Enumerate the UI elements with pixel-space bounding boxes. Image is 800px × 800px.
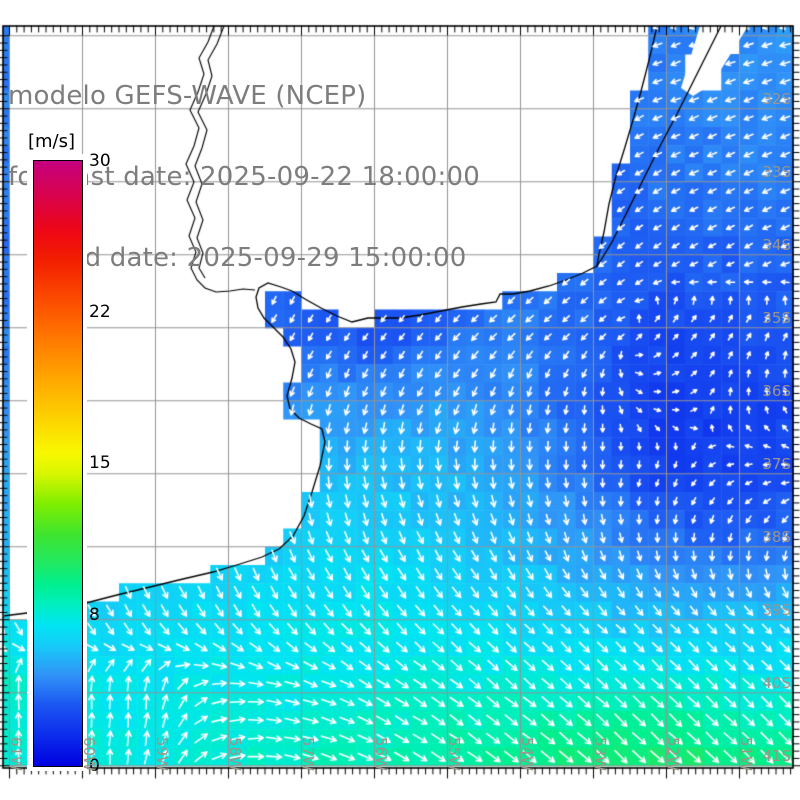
colorbar-tick-30: 30 xyxy=(89,151,111,171)
lat-label: 37S xyxy=(762,454,791,473)
lon-label: 56W xyxy=(371,737,390,771)
lon-label: 59W xyxy=(152,737,171,771)
lon-label: 57W xyxy=(298,737,317,771)
lon-label: 54W xyxy=(517,737,536,771)
lon-label: 51W xyxy=(736,737,755,771)
lat-label: 39S xyxy=(762,600,791,619)
lat-label: 40S xyxy=(762,673,791,692)
colorbar-tick-15: 15 xyxy=(89,453,111,473)
lon-label: 52W xyxy=(663,737,682,771)
colorbar-unit-label: [m/s] xyxy=(28,131,76,152)
lon-label: 61W xyxy=(6,737,25,771)
colorbar-tick-22: 22 xyxy=(89,302,111,322)
colorbar-gradient xyxy=(33,160,83,767)
colorbar-tick-0: 0 xyxy=(89,756,100,776)
colorbar-tick-8: 8 xyxy=(89,605,100,625)
lat-label: 41S xyxy=(762,746,791,765)
lat-label: 33S xyxy=(762,162,791,181)
lat-label: 32S xyxy=(762,89,791,108)
colorbar xyxy=(27,154,87,771)
lat-label: 38S xyxy=(762,527,791,546)
lon-label: 55W xyxy=(444,737,463,771)
model-title: modelo GEFS-WAVE (NCEP) xyxy=(8,81,367,111)
lon-label: 60W xyxy=(79,737,98,771)
lat-label: 34S xyxy=(762,235,791,254)
lon-label: 58W xyxy=(225,737,244,771)
lat-label: 36S xyxy=(762,381,791,400)
lon-label: 53W xyxy=(590,737,609,771)
lat-label: 35S xyxy=(762,308,791,327)
